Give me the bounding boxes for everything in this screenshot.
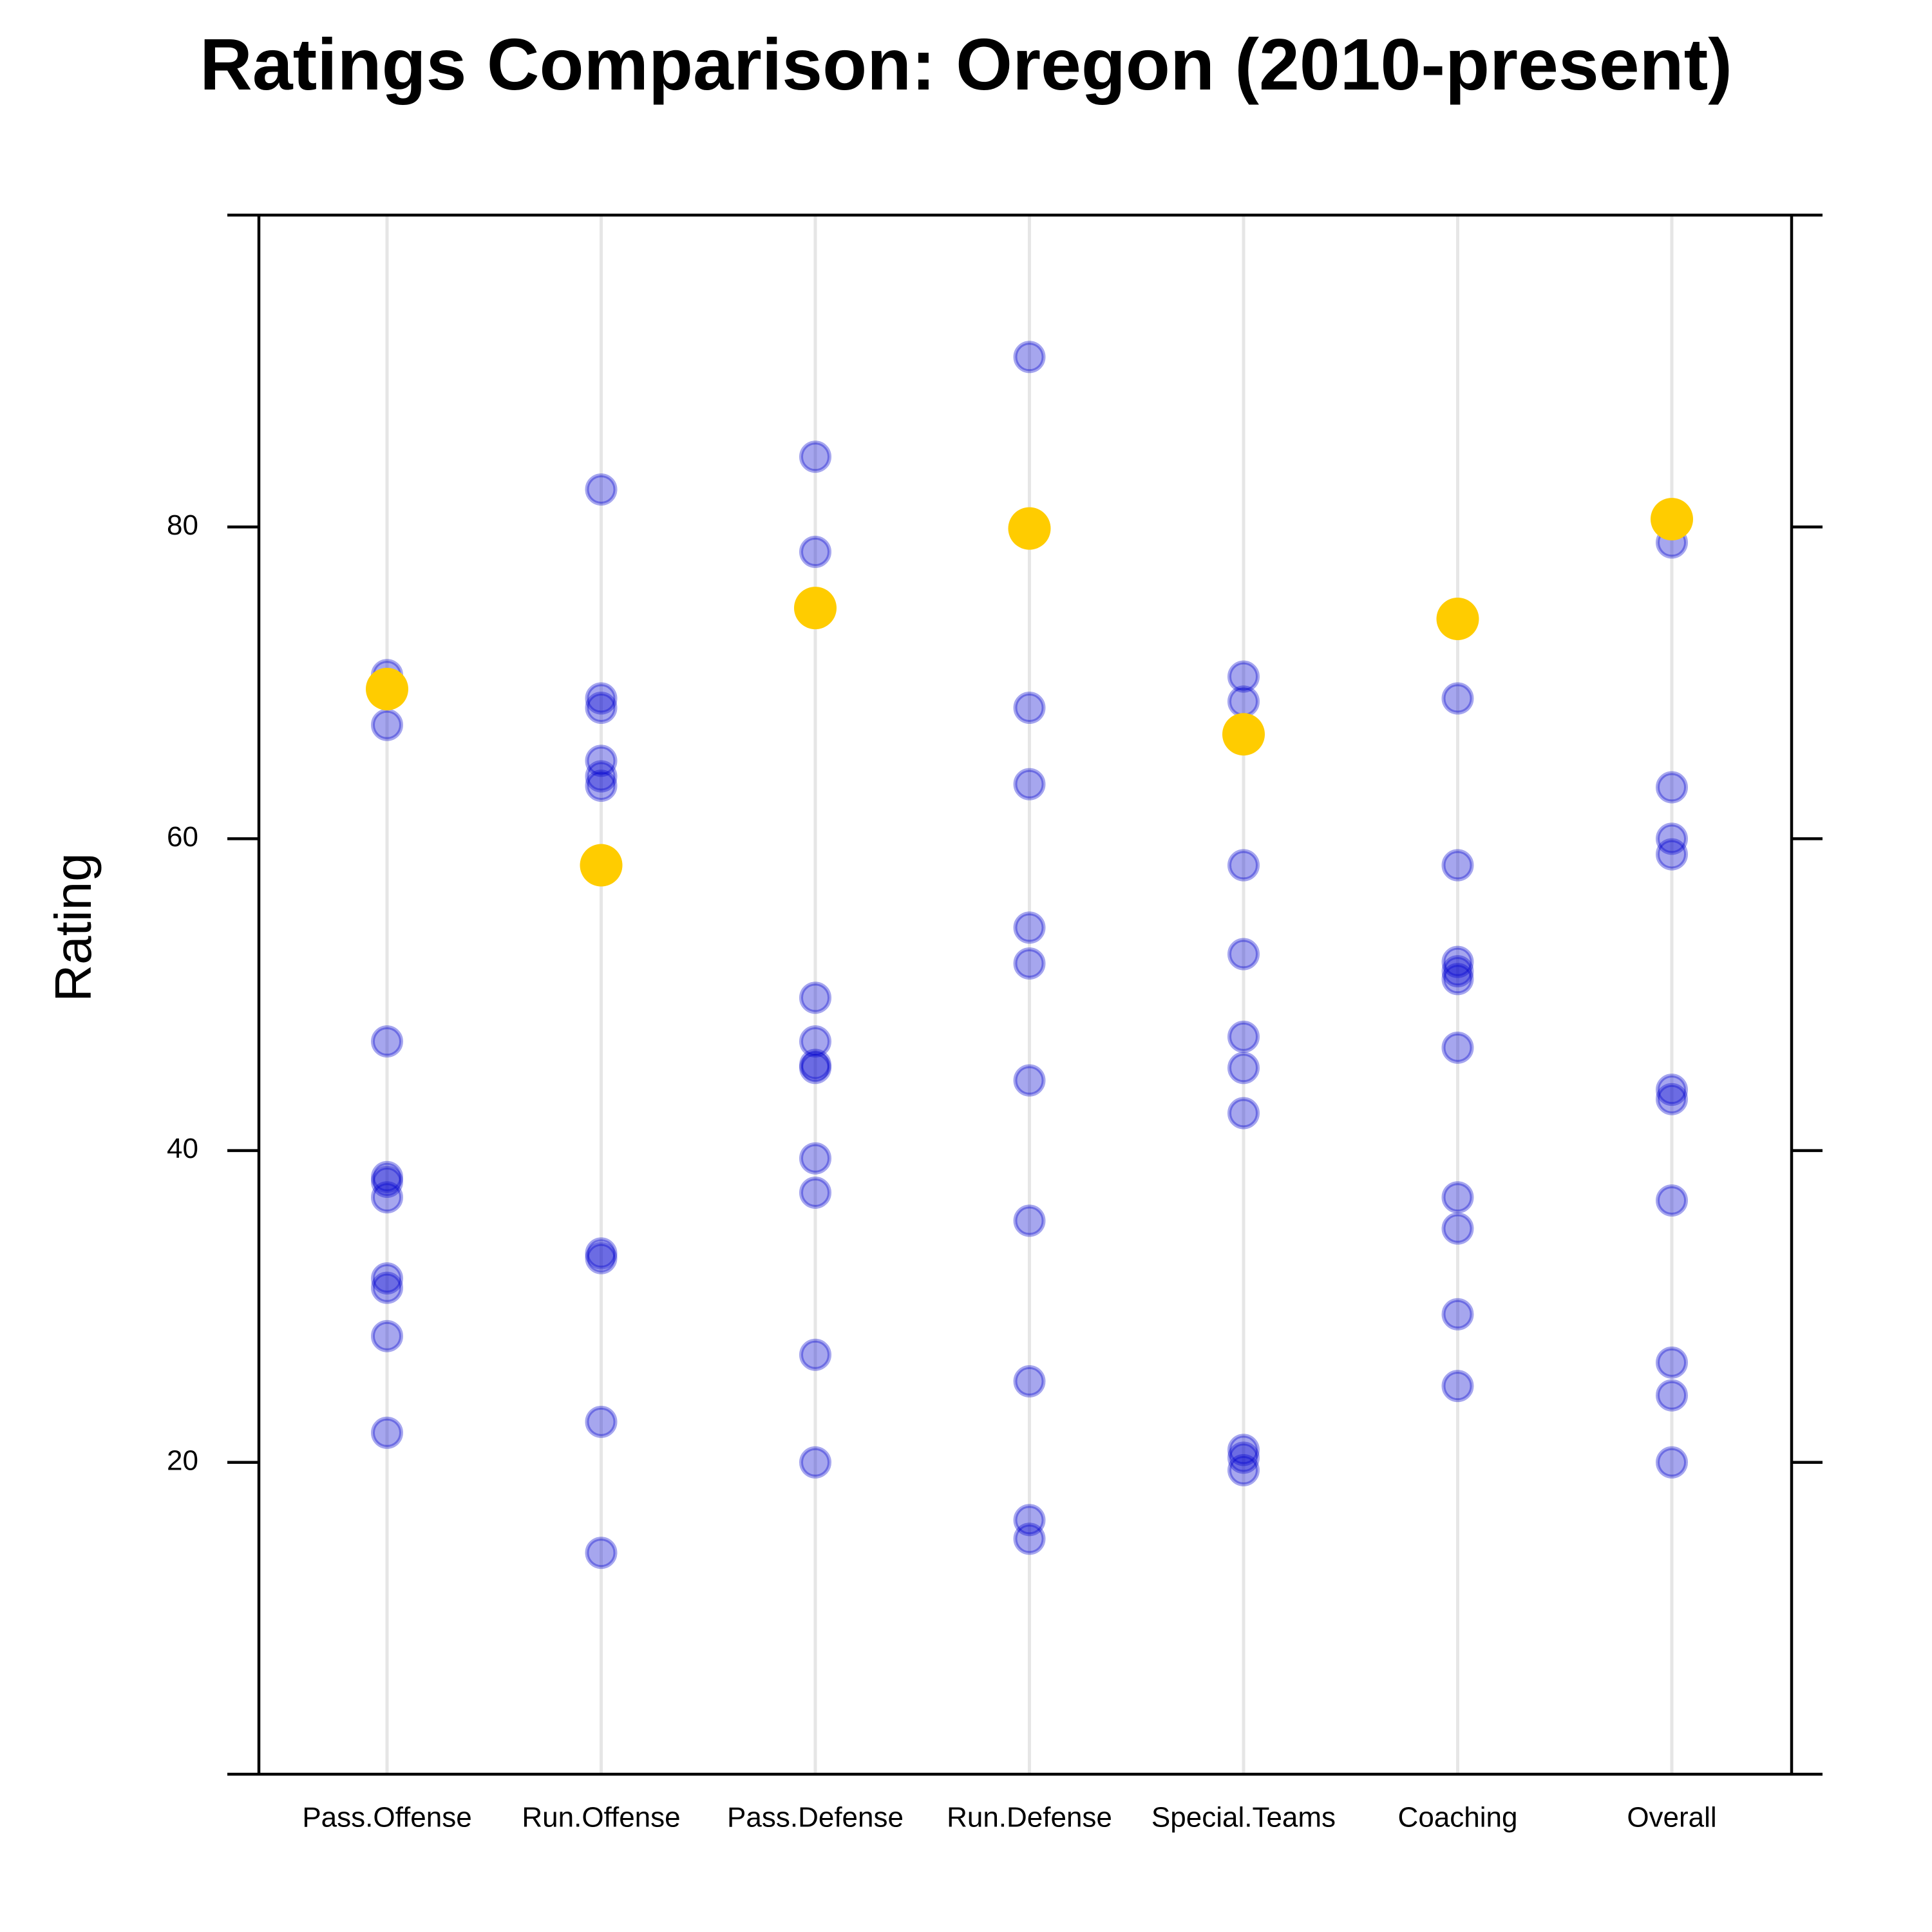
data-point	[371, 1416, 403, 1449]
highlight-point	[794, 587, 837, 630]
highlight-point	[580, 844, 623, 887]
data-point	[1656, 1184, 1688, 1217]
data-point	[1441, 682, 1474, 715]
y-tick-label: 40	[167, 1133, 198, 1164]
data-point	[799, 1025, 831, 1058]
data-point	[1656, 822, 1688, 855]
data-point	[1013, 1204, 1046, 1237]
data-point	[1441, 1370, 1474, 1403]
data-point	[585, 473, 618, 506]
data-point	[1441, 963, 1474, 996]
data-point	[1656, 771, 1688, 804]
data-point	[1013, 768, 1046, 800]
x-axis: Pass.Offense Run.Offense Pass.Defense Run.D…	[302, 1802, 1716, 1833]
data-point	[799, 981, 831, 1014]
data-point	[1441, 1181, 1474, 1214]
highlight-point	[1008, 507, 1051, 550]
data-point	[1227, 938, 1260, 971]
data-point	[1013, 947, 1046, 980]
data-point	[1013, 1064, 1046, 1097]
data-point	[799, 1446, 831, 1479]
data-point	[1227, 1097, 1260, 1130]
data-point	[1227, 1454, 1260, 1486]
data-point	[371, 1160, 403, 1193]
y-axis-label: Rating	[44, 853, 102, 1001]
data-point	[371, 708, 403, 741]
x-tick-label: Overall	[1627, 1802, 1716, 1833]
data-point	[799, 1052, 831, 1084]
highlight-point	[1222, 713, 1265, 756]
data-point	[1227, 849, 1260, 882]
data-point	[1013, 341, 1046, 374]
points-other-teams	[371, 341, 1688, 1569]
x-tick-label: Pass.Offense	[302, 1802, 471, 1833]
x-tick-label: Special.Teams	[1151, 1802, 1336, 1833]
x-tick-label: Run.Defense	[947, 1802, 1112, 1833]
data-point	[799, 1176, 831, 1209]
data-point	[1441, 1298, 1474, 1331]
data-point	[1227, 1434, 1260, 1466]
data-point	[799, 440, 831, 473]
x-tick-label: Coaching	[1398, 1802, 1518, 1833]
data-point	[585, 744, 618, 777]
data-point	[1656, 1446, 1688, 1479]
data-point	[1441, 849, 1474, 882]
data-point	[1656, 1083, 1688, 1115]
data-point	[1441, 945, 1474, 978]
data-point	[371, 1025, 403, 1058]
chart-title: Ratings Comparison: Oregon (2010-present…	[200, 24, 1732, 105]
data-point	[1441, 955, 1474, 988]
data-point	[1227, 660, 1260, 693]
data-point	[585, 1242, 618, 1274]
data-point	[585, 682, 618, 715]
y-tick-label: 60	[167, 821, 198, 853]
data-point	[371, 1166, 403, 1198]
data-point	[585, 760, 618, 793]
highlight-point	[366, 667, 408, 710]
data-point	[1441, 1031, 1474, 1064]
data-point	[1656, 1346, 1688, 1379]
data-point	[1441, 1212, 1474, 1245]
points-oregon	[366, 498, 1693, 887]
data-point	[1013, 692, 1046, 724]
x-tick-label: Run.Offense	[522, 1802, 680, 1833]
data-point	[585, 692, 618, 724]
data-point	[371, 1262, 403, 1295]
data-point	[585, 770, 618, 802]
data-point	[1656, 1379, 1688, 1412]
data-point	[1227, 1441, 1260, 1474]
data-point	[1656, 838, 1688, 871]
data-point	[585, 1537, 618, 1569]
data-point	[1227, 1052, 1260, 1084]
y-axis: 20 40 60 80	[167, 509, 1823, 1476]
data-point	[371, 1181, 403, 1214]
data-point	[1227, 685, 1260, 718]
y-tick-label: 20	[167, 1444, 198, 1476]
data-point	[799, 1142, 831, 1175]
data-point	[1013, 1522, 1046, 1555]
data-point	[585, 1237, 618, 1270]
data-point	[799, 1048, 831, 1081]
data-point	[1013, 1504, 1046, 1537]
y-tick-label: 80	[167, 509, 198, 541]
data-point	[1227, 1020, 1260, 1053]
data-point	[799, 1338, 831, 1371]
data-point	[1656, 1074, 1688, 1106]
highlight-point	[1436, 598, 1479, 641]
data-point	[799, 535, 831, 568]
data-point	[585, 1405, 618, 1438]
gridlines	[385, 215, 1674, 1774]
data-point	[1013, 911, 1046, 944]
plot-frame	[227, 213, 1823, 1776]
data-point	[1013, 1365, 1046, 1397]
data-point	[371, 1271, 403, 1304]
x-tick-label: Pass.Defense	[727, 1802, 904, 1833]
data-point	[371, 1320, 403, 1352]
highlight-point	[1651, 498, 1693, 541]
